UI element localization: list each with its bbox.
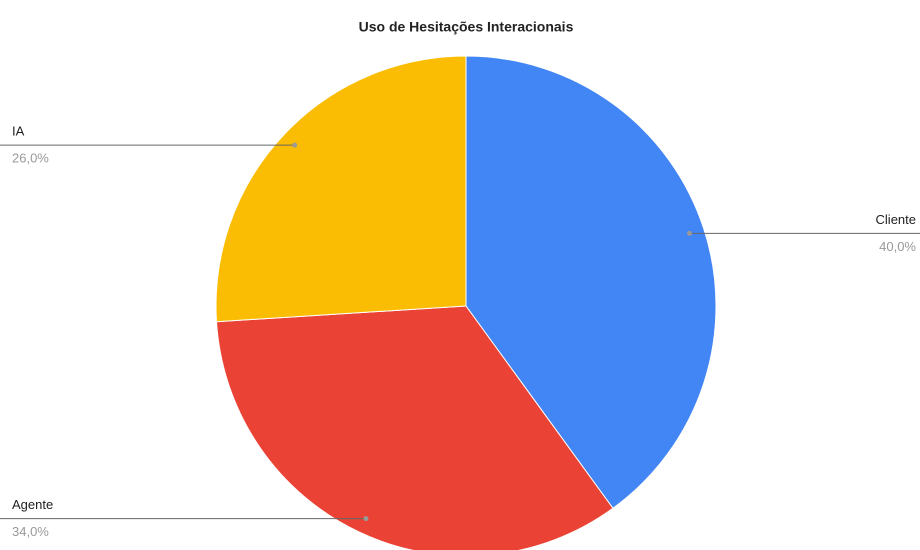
slice-value: 34,0% <box>12 524 49 539</box>
leader-dot <box>292 142 298 148</box>
chart-title: Uso de Hesitações Interacionais <box>359 19 574 35</box>
slice-value: 40,0% <box>879 239 916 254</box>
pie-slice <box>465 55 717 509</box>
pie-slice <box>215 305 614 550</box>
slice-value: 26,0% <box>12 151 49 166</box>
pie-slice <box>215 55 467 323</box>
leader-dot <box>363 516 369 522</box>
slice-label: IA <box>12 124 25 139</box>
slice-label: Cliente <box>876 212 916 227</box>
slice-label: Agente <box>12 497 53 512</box>
leader-dot <box>686 230 692 236</box>
